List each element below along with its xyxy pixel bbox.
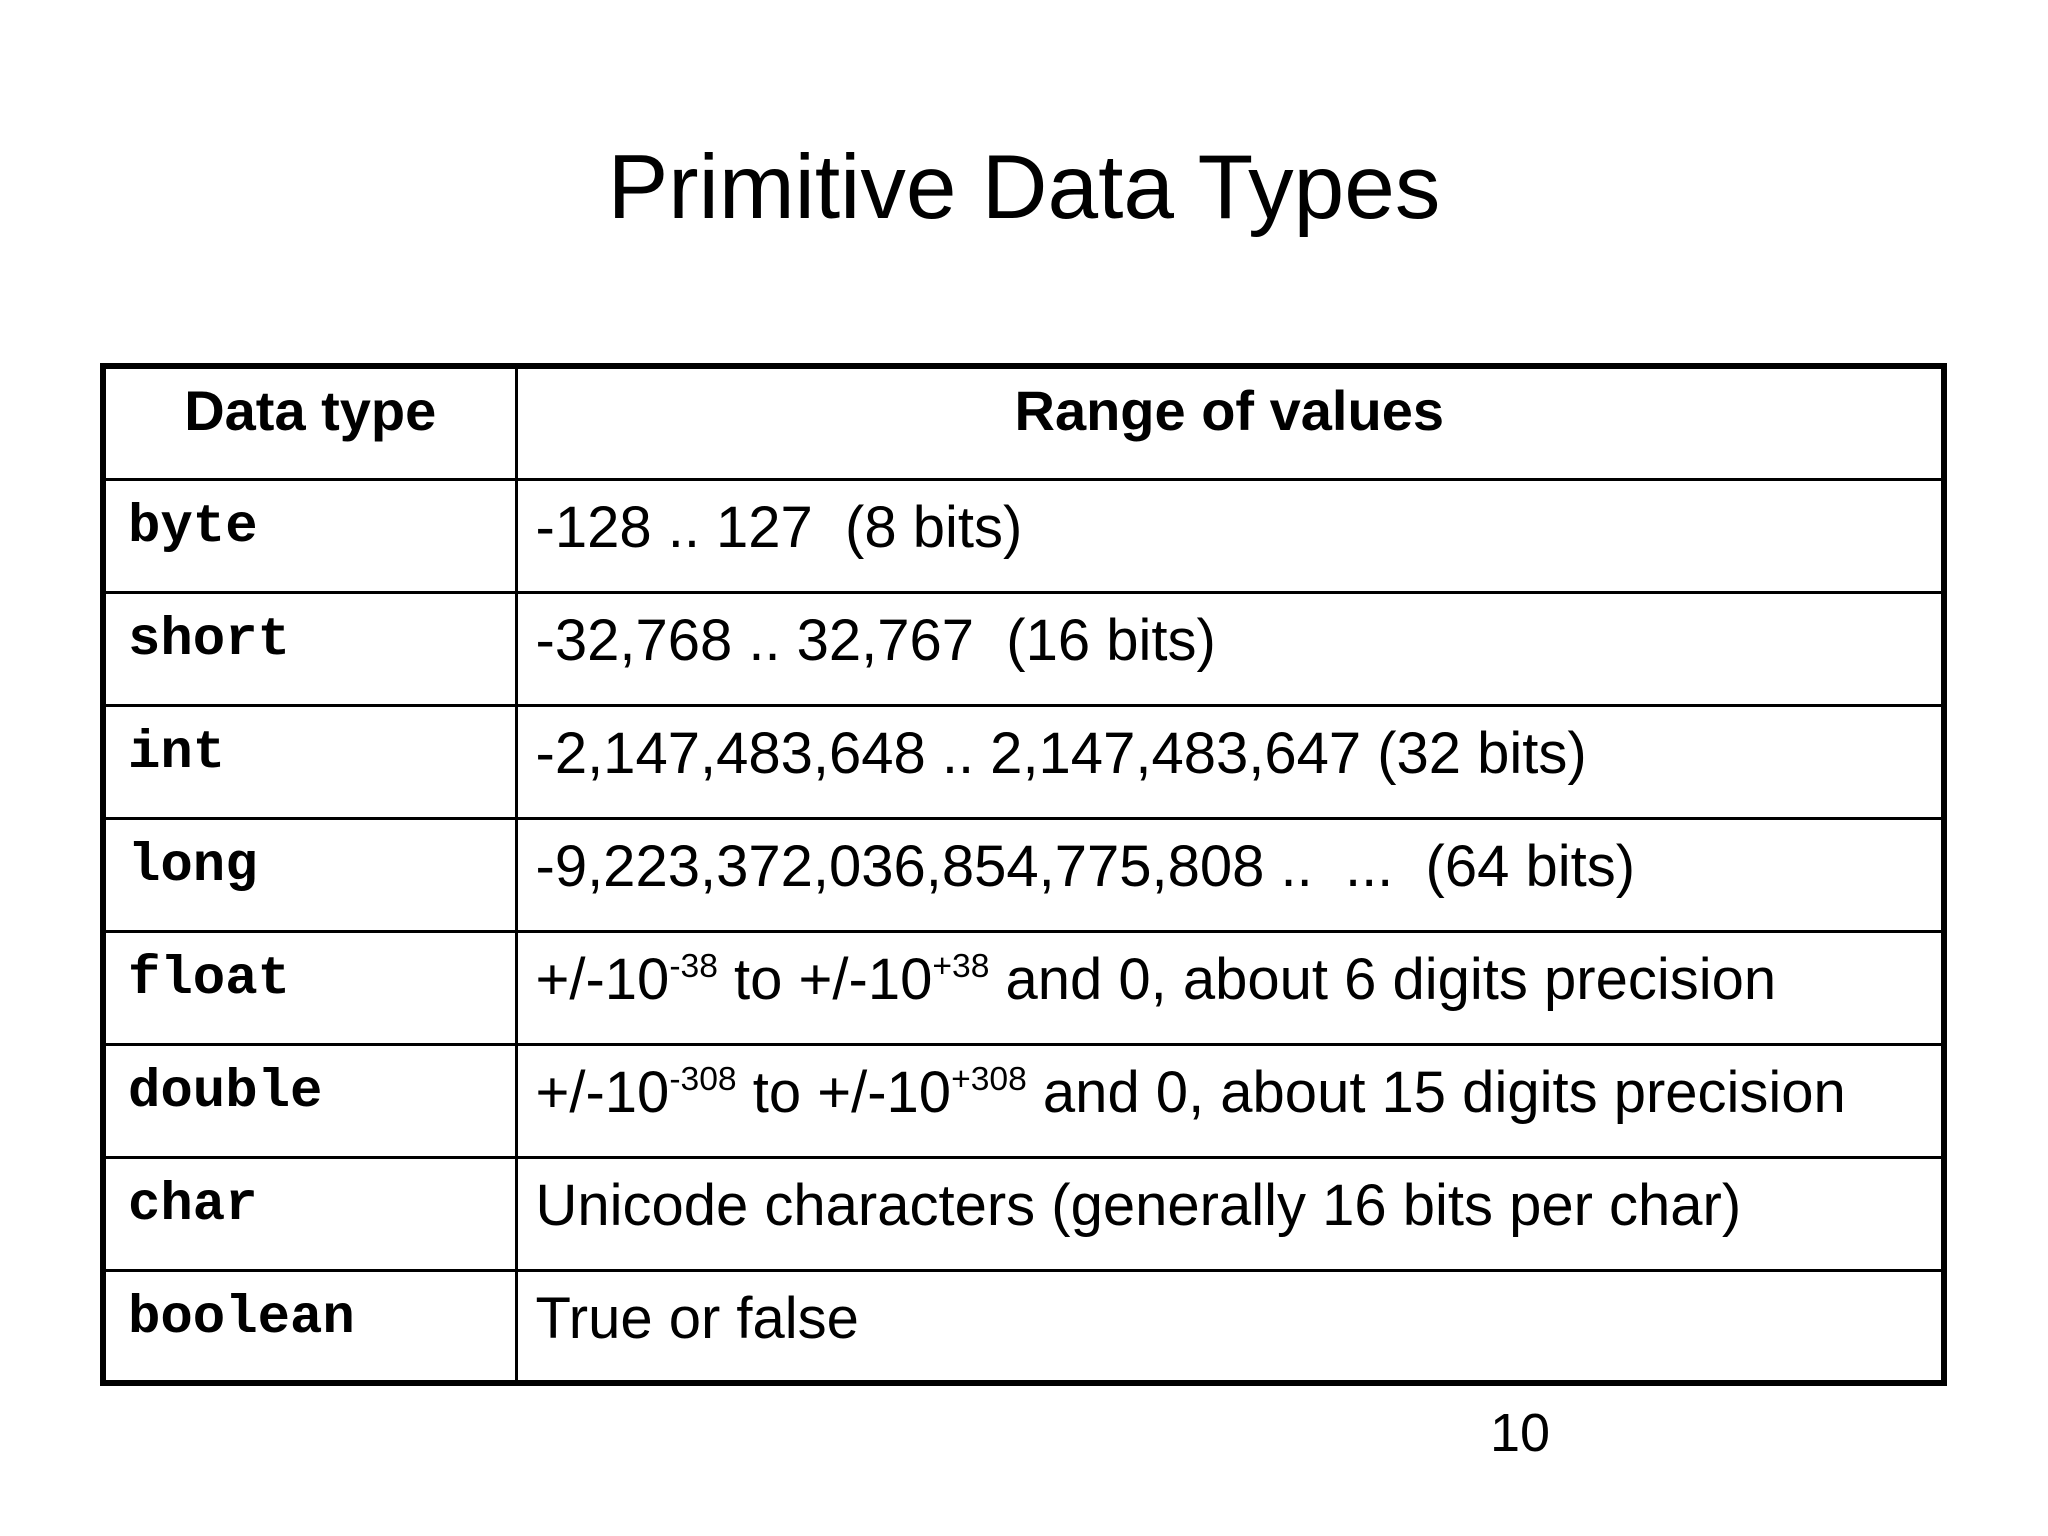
range-of-values-cell: Unicode characters (generally 16 bits pe… (514, 1155, 1946, 1272)
table-row: char Unicode characters (generally 16 bit… (101, 1155, 1946, 1272)
data-type-cell: byte (101, 477, 518, 594)
range-of-values-cell: -9,223,372,036,854,775,808 .. ... (64 bi… (514, 816, 1946, 933)
data-type-cell: float (101, 929, 518, 1046)
range-of-values-cell: +/-10-38 to +/-10+38 and 0, about 6 digi… (514, 929, 1946, 1046)
data-type-cell: short (101, 590, 518, 707)
table-row: int -2,147,483,648 .. 2,147,483,647 (32 b… (101, 703, 1946, 820)
range-of-values-cell: +/-10-308 to +/-10+308 and 0, about 15 d… (514, 1042, 1946, 1159)
exponent-superscript: +38 (932, 947, 990, 985)
column-header-range-of-values: Range of values (514, 364, 1946, 481)
data-type-cell: int (101, 703, 518, 820)
exponent-superscript: -308 (669, 1060, 737, 1098)
range-of-values-cell: -128 .. 127 (8 bits) (514, 477, 1946, 594)
table-header-row: Data type Range of values (101, 364, 1946, 481)
table-row: byte -128 .. 127 (8 bits) (101, 477, 1946, 594)
data-type-cell: double (101, 1042, 518, 1159)
primitive-data-types-table: Data type Range of values byte -128 .. 12… (100, 363, 1947, 1386)
column-header-data-type: Data type (101, 364, 518, 481)
table-row: float +/-10-38 to +/-10+38 and 0, about 6… (101, 929, 1946, 1046)
data-type-cell: long (101, 816, 518, 933)
table-row: short -32,768 .. 32,767 (16 bits) (101, 590, 1946, 707)
range-of-values-cell: True or false (514, 1268, 1946, 1385)
table-body: byte -128 .. 127 (8 bits) short -32,768 .. … (101, 477, 1946, 1385)
range-of-values-cell: -32,768 .. 32,767 (16 bits) (514, 590, 1946, 707)
page-number: 10 (1489, 1403, 1551, 1463)
table-row: long -9,223,372,036,854,775,808 .. ... (6… (101, 816, 1946, 933)
exponent-superscript: +308 (951, 1060, 1027, 1098)
table-row: boolean True or false (101, 1268, 1946, 1385)
slide-title: Primitive Data Types (607, 137, 1441, 238)
exponent-superscript: -38 (669, 947, 718, 985)
data-type-cell: char (101, 1155, 518, 1272)
data-type-cell: boolean (101, 1268, 518, 1385)
table-row: double +/-10-308 to +/-10+308 and 0, abou… (101, 1042, 1946, 1159)
range-of-values-cell: -2,147,483,648 .. 2,147,483,647 (32 bits… (514, 703, 1946, 820)
